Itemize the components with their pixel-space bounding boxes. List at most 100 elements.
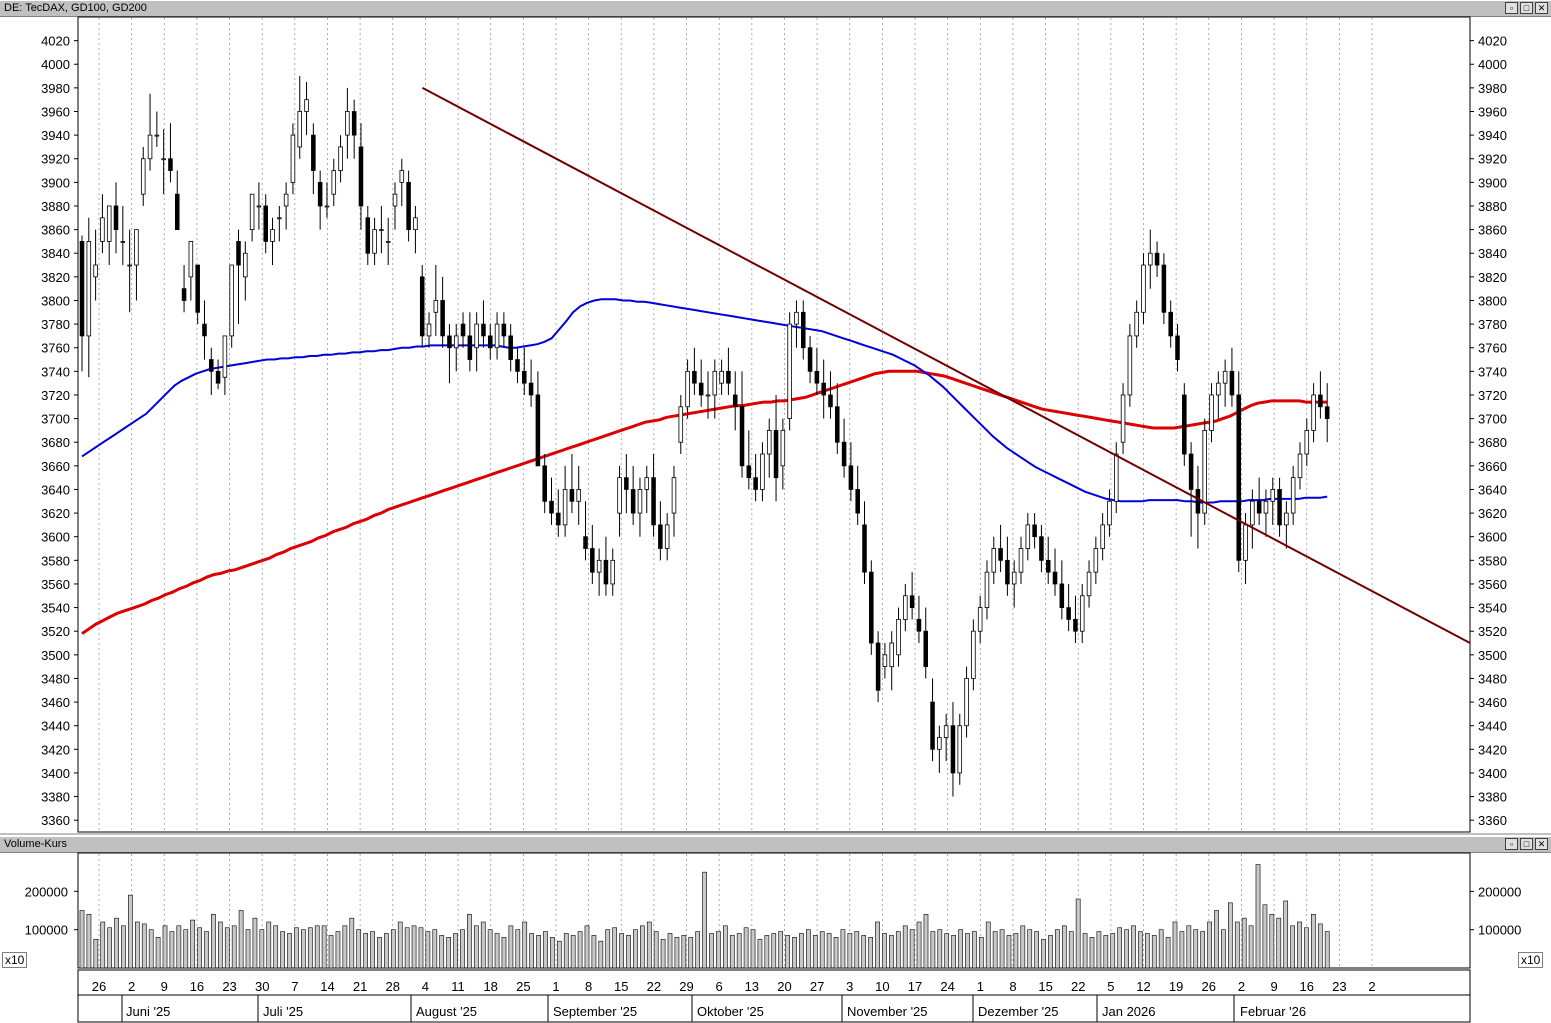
- candle-body: [746, 465, 752, 479]
- candle-body: [841, 441, 847, 467]
- volume-bar: [958, 929, 963, 969]
- maximize-icon[interactable]: □: [1520, 2, 1533, 14]
- candle-body: [590, 548, 595, 573]
- y-tick-label-left: 4020: [41, 34, 70, 49]
- y-tick-label-right: 3660: [1478, 459, 1507, 474]
- candle-body: [943, 725, 949, 738]
- volume-bar: [667, 933, 673, 969]
- y-tick-label-left: 3740: [41, 364, 70, 379]
- volume-bar: [674, 937, 680, 969]
- volume-bar: [418, 927, 424, 969]
- close-icon[interactable]: ✕: [1535, 2, 1548, 14]
- volume-bar: [743, 927, 749, 969]
- candle-body: [161, 158, 166, 161]
- y-tick-label-right: 4000: [1478, 57, 1507, 72]
- candle-body: [1297, 453, 1303, 479]
- volume-bar: [1207, 921, 1212, 969]
- candle-body: [311, 134, 316, 171]
- day-tick-label: 1: [977, 979, 984, 994]
- volume-bar: [218, 921, 223, 969]
- y-tick-label-left: 3940: [41, 128, 70, 143]
- candle-body: [1025, 524, 1031, 549]
- candle-body: [1188, 453, 1194, 490]
- volume-bar: [902, 925, 908, 969]
- candle-body: [569, 489, 575, 502]
- volume-bar: [252, 917, 258, 969]
- volume-bar: [944, 933, 950, 969]
- candle-body: [1148, 252, 1153, 266]
- volume-bar: [916, 921, 922, 969]
- candle-body: [372, 229, 377, 254]
- y-tick-label-right: 3440: [1478, 719, 1507, 734]
- candle-body: [678, 406, 684, 443]
- y-tick-label-left: 3580: [41, 553, 70, 568]
- candle-body: [760, 453, 765, 490]
- y-tick-label-right: 3820: [1478, 270, 1507, 285]
- month-label: Oktober '25: [697, 1004, 764, 1019]
- ma100-line: [81, 298, 1328, 504]
- candle-body: [1011, 571, 1017, 585]
- volume-close-icon[interactable]: ✕: [1535, 838, 1548, 850]
- candle-body: [828, 394, 833, 408]
- volume-bar: [349, 917, 355, 969]
- candle-body: [1263, 500, 1269, 514]
- candle-body: [630, 489, 636, 514]
- candle-body: [664, 524, 670, 549]
- volume-bar: [384, 933, 389, 969]
- y-tick-label-right: 3980: [1478, 81, 1507, 96]
- candle-body: [773, 430, 779, 479]
- volume-bar: [833, 937, 839, 969]
- volume-bar: [895, 931, 901, 969]
- candle-body: [1005, 559, 1010, 585]
- candle-body: [1127, 335, 1133, 396]
- day-tick-label: 17: [908, 979, 922, 994]
- candle-body: [1168, 311, 1173, 337]
- candle-body: [651, 477, 656, 526]
- volume-bar: [446, 937, 451, 969]
- day-tick-label: 19: [1169, 979, 1183, 994]
- y-tick-label-left: 3680: [41, 435, 70, 450]
- candle-body: [909, 595, 915, 608]
- y-tick-label-left: 3860: [41, 223, 70, 238]
- day-tick-label: 8: [585, 979, 592, 994]
- minimize-icon[interactable]: ▫: [1505, 2, 1518, 14]
- y-tick-label-right: 3760: [1478, 341, 1507, 356]
- y-tick-label-right: 3900: [1478, 175, 1507, 190]
- volume-bar: [273, 925, 279, 969]
- day-tick-label: 27: [810, 979, 824, 994]
- y-tick-label-right: 4020: [1478, 34, 1507, 49]
- volume-bar: [1117, 927, 1123, 969]
- y-tick-label-left: 3360: [41, 813, 70, 828]
- y-tick-label-right: 3560: [1478, 577, 1507, 592]
- day-tick-label: 16: [1299, 979, 1313, 994]
- y-tick-label-left: 4000: [41, 57, 70, 72]
- volume-bar: [861, 935, 867, 969]
- volume-scale-note-right: x10: [1518, 952, 1544, 968]
- volume-bar: [605, 929, 611, 969]
- volume-bar: [1200, 931, 1206, 969]
- volume-maximize-icon[interactable]: □: [1520, 838, 1533, 850]
- candle-body: [168, 158, 173, 171]
- volume-tick-label-left: 200000: [25, 884, 68, 899]
- day-tick-label: 5: [1107, 979, 1114, 994]
- candle-body: [406, 181, 411, 231]
- candle-body: [93, 264, 98, 278]
- month-label: Jan 2026: [1102, 1004, 1156, 1019]
- volume-bar: [390, 929, 396, 969]
- candle-body: [528, 382, 534, 396]
- candle-body: [1141, 264, 1146, 313]
- month-label: Februar '26: [1240, 1004, 1306, 1019]
- y-tick-label-left: 3640: [41, 482, 70, 497]
- y-tick-label-left: 3620: [41, 506, 70, 521]
- candle-body: [556, 512, 561, 526]
- candle-body: [698, 382, 704, 396]
- day-tick-label: 7: [291, 979, 298, 994]
- volume-bar: [1234, 921, 1240, 969]
- candle-body: [140, 158, 146, 195]
- volume-minimize-icon[interactable]: ▫: [1505, 838, 1518, 850]
- volume-bar: [301, 929, 306, 969]
- candle-body: [100, 217, 105, 242]
- volume-bar: [231, 925, 237, 969]
- volume-bar: [370, 931, 375, 969]
